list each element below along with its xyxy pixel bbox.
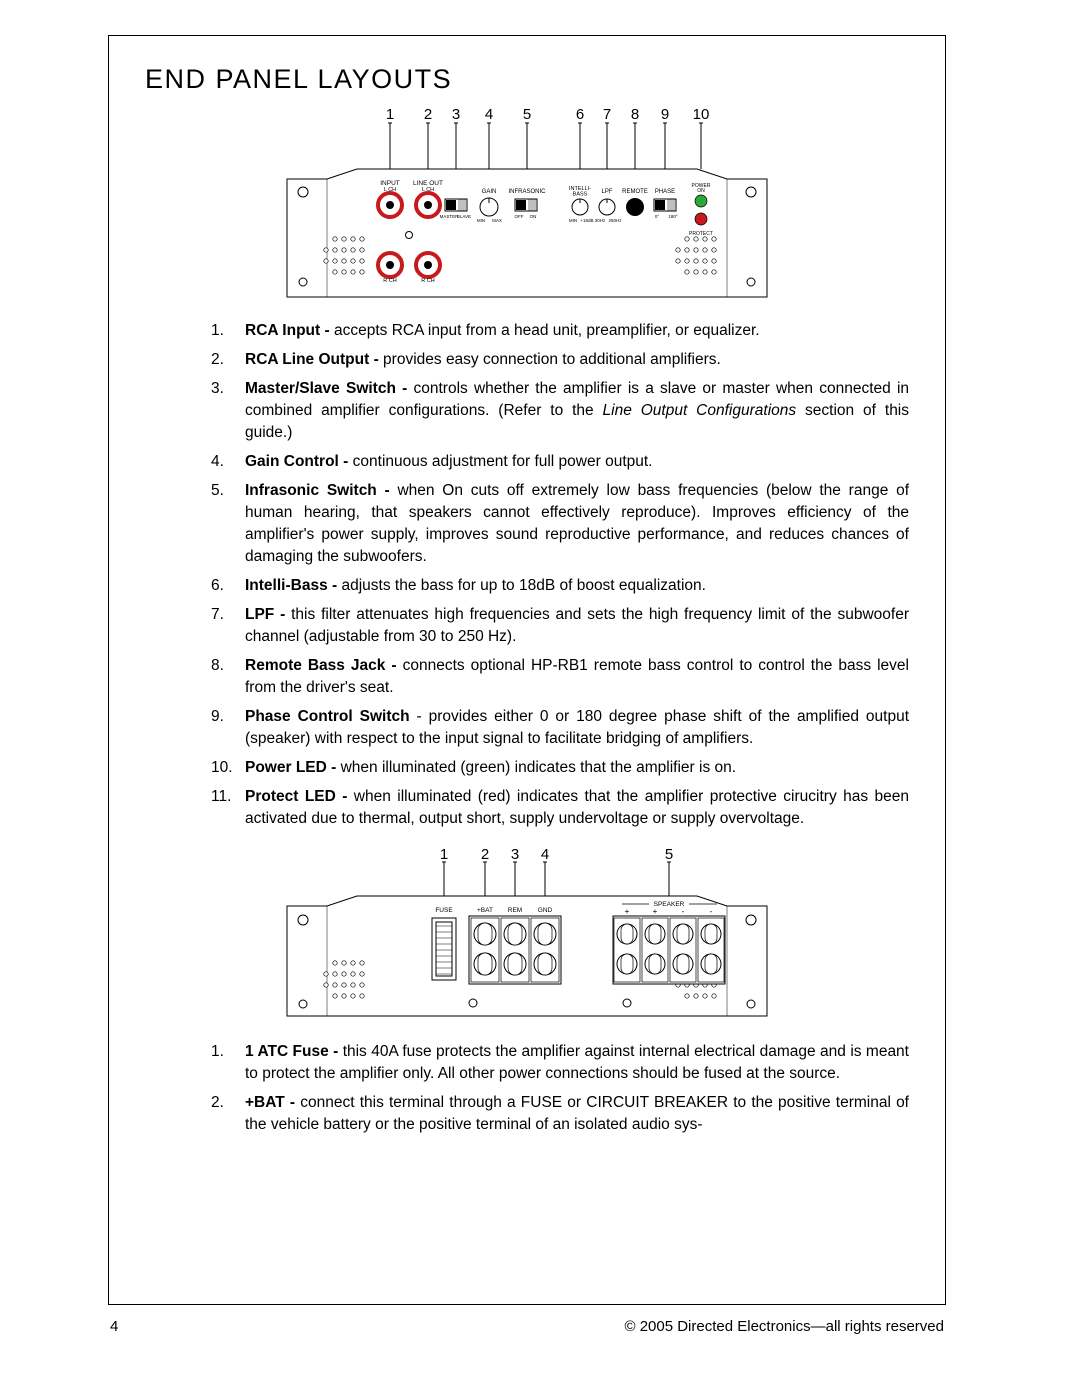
svg-text:INFRASONIC: INFRASONIC bbox=[508, 189, 546, 195]
svg-text:+: + bbox=[653, 907, 658, 916]
list-item: RCA Input - accepts RCA input from a hea… bbox=[245, 320, 909, 342]
svg-text:+18dB: +18dB bbox=[580, 218, 593, 223]
svg-text:1: 1 bbox=[440, 848, 448, 863]
svg-text:8: 8 bbox=[631, 107, 639, 123]
svg-text:R CH: R CH bbox=[383, 278, 396, 284]
svg-text:6: 6 bbox=[576, 107, 584, 123]
svg-text:REM: REM bbox=[508, 907, 522, 914]
svg-text:5: 5 bbox=[665, 848, 673, 863]
list-top: RCA Input - accepts RCA input from a hea… bbox=[145, 320, 909, 830]
svg-text:L CH: L CH bbox=[422, 187, 434, 193]
list-item: RCA Line Output - provides easy connecti… bbox=[245, 349, 909, 371]
page-footer: 4 © 2005 Directed Electronics—all rights… bbox=[108, 1312, 946, 1335]
svg-text:3: 3 bbox=[511, 848, 519, 863]
svg-text:LPF: LPF bbox=[601, 189, 612, 195]
svg-text:2: 2 bbox=[424, 107, 432, 123]
list-bottom: 1 ATC Fuse - this 40A fuse protects the … bbox=[145, 1041, 909, 1136]
svg-text:30Hz: 30Hz bbox=[595, 218, 606, 223]
svg-text:R CH: R CH bbox=[421, 278, 434, 284]
list-item: Protect LED - when illuminated (red) ind… bbox=[245, 786, 909, 830]
svg-text:-: - bbox=[710, 907, 713, 916]
svg-text:MIN: MIN bbox=[477, 218, 485, 223]
list-item: LPF - this filter attenuates high freque… bbox=[245, 604, 909, 648]
svg-text:MIN: MIN bbox=[569, 218, 577, 223]
svg-text:SLAVE: SLAVE bbox=[457, 214, 471, 219]
list-item: Intelli-Bass - adjusts the bass for up t… bbox=[245, 575, 909, 597]
svg-text:1: 1 bbox=[386, 107, 394, 123]
page-title: END PANEL LAYOUTS bbox=[145, 64, 909, 95]
svg-text:5: 5 bbox=[523, 107, 531, 123]
svg-text:LINE OUT: LINE OUT bbox=[413, 180, 443, 187]
svg-text:GND: GND bbox=[538, 907, 553, 914]
svg-text:9: 9 bbox=[661, 107, 669, 123]
svg-text:L CH: L CH bbox=[384, 187, 396, 193]
svg-text:0°: 0° bbox=[655, 214, 660, 219]
svg-text:2: 2 bbox=[481, 848, 489, 863]
svg-text:ON: ON bbox=[530, 214, 537, 219]
list-item: Gain Control - continuous adjustment for… bbox=[245, 451, 909, 473]
diagram-top-panel: INPUTLINE OUTL CHL CHR CHR CHMASTERSLAVE… bbox=[227, 107, 827, 302]
svg-text:+BAT: +BAT bbox=[477, 907, 493, 914]
svg-text:MAX: MAX bbox=[492, 218, 502, 223]
list-item: +BAT - connect this terminal through a F… bbox=[245, 1092, 909, 1136]
diagram-bottom-panel: FUSE+BATREMGNDSPEAKER++--12345 bbox=[227, 848, 827, 1023]
list-item: 1 ATC Fuse - this 40A fuse protects the … bbox=[245, 1041, 909, 1085]
svg-text:7: 7 bbox=[603, 107, 611, 123]
svg-text:SPEAKER: SPEAKER bbox=[654, 901, 685, 908]
list-item: Master/Slave Switch - controls whether t… bbox=[245, 378, 909, 444]
svg-text:10: 10 bbox=[693, 107, 710, 123]
svg-text:INPUT: INPUT bbox=[380, 180, 400, 187]
svg-text:4: 4 bbox=[485, 107, 493, 123]
page-number: 4 bbox=[110, 1318, 118, 1335]
page-frame: END PANEL LAYOUTS INPUTLINE OUTL CHL CHR… bbox=[108, 35, 946, 1305]
svg-text:+: + bbox=[625, 907, 630, 916]
svg-text:FUSE: FUSE bbox=[435, 907, 453, 914]
svg-text:250Hz: 250Hz bbox=[608, 218, 622, 223]
svg-text:REMOTE: REMOTE bbox=[622, 189, 648, 195]
svg-text:3: 3 bbox=[452, 107, 460, 123]
svg-text:4: 4 bbox=[541, 848, 549, 863]
list-item: Infrasonic Switch - when On cuts off ext… bbox=[245, 480, 909, 568]
list-item: Remote Bass Jack - connects optional HP-… bbox=[245, 655, 909, 699]
svg-text:PHASE: PHASE bbox=[655, 189, 675, 195]
list-item: Power LED - when illuminated (green) ind… bbox=[245, 757, 909, 779]
svg-text:PROTECT: PROTECT bbox=[689, 231, 713, 237]
copyright-text: © 2005 Directed Electronics—all rights r… bbox=[624, 1318, 944, 1335]
svg-text:OFF: OFF bbox=[515, 214, 524, 219]
list-item: Phase Control Switch - provides either 0… bbox=[245, 706, 909, 750]
svg-text:GAIN: GAIN bbox=[482, 189, 497, 195]
svg-text:-: - bbox=[682, 907, 685, 916]
svg-text:180°: 180° bbox=[668, 214, 678, 219]
